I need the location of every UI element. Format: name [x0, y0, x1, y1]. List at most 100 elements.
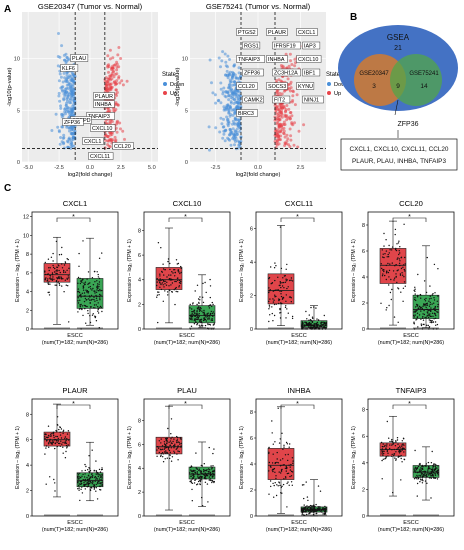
data-point: [429, 303, 431, 306]
data-point: [63, 291, 65, 293]
legend-swatch-up: [327, 91, 331, 95]
gene-label: SOCS3: [268, 84, 286, 90]
data-point: [50, 278, 52, 280]
volcano-point-up: [115, 79, 119, 83]
data-point: [397, 288, 400, 290]
volcano-point-down: [221, 125, 225, 129]
volcano-point-down: [69, 101, 73, 105]
data-point: [292, 460, 294, 462]
data-point: [61, 443, 63, 445]
data-point: [55, 284, 58, 286]
data-point: [423, 309, 425, 312]
significance-bracket: [392, 217, 427, 222]
data-point: [201, 496, 203, 499]
data-point: [63, 269, 65, 272]
data-point: [310, 510, 312, 512]
data-point: [437, 295, 439, 297]
data-point: [171, 282, 174, 284]
data-point: [93, 296, 95, 298]
data-point: [422, 475, 424, 477]
data-point: [200, 307, 202, 310]
volcano-point-up: [287, 107, 291, 111]
volcano-point-up: [284, 109, 288, 113]
data-point: [395, 440, 397, 442]
data-point: [58, 265, 60, 267]
data-point: [59, 277, 61, 280]
data-point: [395, 458, 397, 460]
y-tick-label: 6: [138, 253, 141, 259]
data-point: [207, 314, 209, 316]
volcano-point-up: [119, 57, 123, 60]
volcano-point-down: [72, 91, 76, 95]
data-point: [432, 308, 435, 310]
data-point: [173, 452, 176, 454]
gene-label: CXCL11: [90, 154, 110, 160]
data-point: [193, 323, 196, 325]
data-point: [313, 306, 315, 308]
data-point: [277, 407, 279, 409]
data-point: [97, 310, 99, 312]
data-point: [195, 452, 197, 454]
gene-label-box: [266, 28, 288, 36]
data-point: [314, 323, 316, 325]
data-point: [280, 470, 283, 472]
volcano-point-down: [207, 125, 211, 129]
data-point: [82, 287, 85, 289]
data-point: [200, 324, 202, 327]
data-point: [414, 466, 417, 468]
data-point: [427, 471, 429, 473]
data-point: [156, 278, 158, 280]
data-point: [274, 296, 276, 298]
data-point: [273, 467, 276, 470]
data-point: [383, 232, 385, 235]
data-point: [157, 242, 160, 244]
y-axis-label: -log10(p-value): [7, 67, 13, 106]
data-point: [414, 297, 416, 299]
data-point: [84, 463, 86, 466]
data-point: [401, 445, 403, 447]
data-point: [212, 315, 214, 317]
data-point: [433, 469, 436, 472]
data-point: [191, 482, 194, 484]
volcano-point-down: [61, 125, 65, 129]
data-point: [202, 325, 204, 327]
data-point: [382, 273, 384, 275]
data-point: [190, 482, 193, 484]
data-point: [213, 322, 215, 324]
data-point: [84, 305, 87, 307]
volcano-point-up: [289, 117, 292, 120]
data-point: [78, 291, 81, 294]
data-point: [315, 510, 317, 512]
volcano-point-up: [289, 80, 293, 84]
data-point: [162, 461, 165, 463]
data-point: [414, 469, 416, 472]
data-point: [277, 276, 279, 278]
data-point: [436, 323, 439, 326]
data-point: [291, 315, 294, 318]
legend-title: State: [326, 72, 341, 78]
data-point: [275, 475, 277, 477]
y-tick-label: 12: [23, 215, 29, 221]
volcano-point-up: [117, 75, 121, 79]
data-point: [180, 267, 182, 269]
data-point: [429, 301, 431, 304]
data-point: [95, 477, 98, 479]
data-point: [325, 322, 327, 324]
data-point: [276, 458, 278, 460]
volcano-point-up: [108, 48, 112, 52]
volcano-point-up: [111, 66, 114, 70]
data-point: [198, 469, 200, 472]
volcano-point-up: [297, 129, 301, 133]
data-point: [89, 477, 92, 479]
data-point: [268, 304, 271, 306]
data-point: [177, 445, 179, 447]
data-point: [309, 512, 311, 514]
data-point: [414, 310, 416, 312]
data-point: [420, 318, 422, 320]
volcano-point-up: [274, 79, 278, 82]
data-point: [308, 513, 310, 515]
volcano-point-down: [214, 101, 218, 105]
data-point: [269, 298, 271, 300]
y-tick-label: 4: [250, 260, 253, 266]
volcano-point-up: [285, 104, 289, 107]
